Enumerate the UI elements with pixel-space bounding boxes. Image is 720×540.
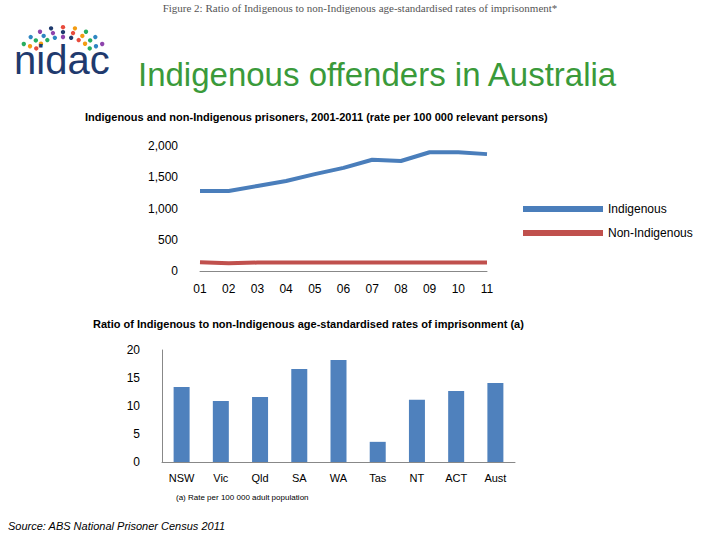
svg-text:07: 07: [366, 282, 380, 296]
svg-text:Non-Indigenous: Non-Indigenous: [608, 226, 693, 240]
svg-text:5: 5: [133, 427, 140, 441]
svg-text:Indigenous and non-Indigenous: Indigenous and non-Indigenous prisoners,…: [85, 111, 548, 123]
svg-text:10: 10: [127, 399, 141, 413]
svg-text:Ratio of Indigenous to non-Ind: Ratio of Indigenous to non-Indigenous ag…: [93, 318, 524, 330]
svg-text:nidac: nidac: [14, 38, 110, 82]
svg-text:Figure 2: Ratio of Indigenous: Figure 2: Ratio of Indigenous to non-Ind…: [163, 2, 558, 14]
svg-text:1,000: 1,000: [148, 202, 178, 216]
svg-text:Indigenous: Indigenous: [608, 202, 667, 216]
svg-text:15: 15: [127, 371, 141, 385]
svg-text:05: 05: [308, 282, 322, 296]
svg-text:1,500: 1,500: [148, 170, 178, 184]
svg-text:NT: NT: [410, 472, 425, 484]
svg-text:Aust: Aust: [484, 472, 506, 484]
svg-text:Qld: Qld: [251, 472, 268, 484]
svg-text:03: 03: [251, 282, 265, 296]
svg-text:(a) Rate per 100 000 adult pop: (a) Rate per 100 000 adult population: [176, 493, 309, 502]
svg-text:Vic: Vic: [213, 472, 229, 484]
svg-text:11: 11: [481, 282, 494, 296]
svg-text:500: 500: [158, 233, 178, 247]
svg-text:04: 04: [279, 282, 293, 296]
svg-text:0: 0: [133, 455, 140, 469]
svg-text:06: 06: [337, 282, 351, 296]
svg-text:09: 09: [423, 282, 437, 296]
svg-text:0: 0: [171, 264, 178, 278]
svg-text:SA: SA: [292, 472, 307, 484]
svg-text:WA: WA: [330, 472, 348, 484]
svg-text:01: 01: [193, 282, 207, 296]
svg-text:NSW: NSW: [169, 472, 195, 484]
svg-text:08: 08: [394, 282, 408, 296]
svg-text:ACT: ACT: [445, 472, 467, 484]
svg-text:Tas: Tas: [369, 472, 387, 484]
svg-text:Indigenous offenders in Austra: Indigenous offenders in Australia: [138, 56, 617, 93]
svg-text:2,000: 2,000: [148, 139, 178, 153]
svg-text:10: 10: [452, 282, 466, 296]
svg-text:Source: ABS National Prisoner: Source: ABS National Prisoner Census 201…: [8, 520, 225, 532]
svg-text:02: 02: [222, 282, 236, 296]
svg-text:20: 20: [127, 343, 141, 357]
